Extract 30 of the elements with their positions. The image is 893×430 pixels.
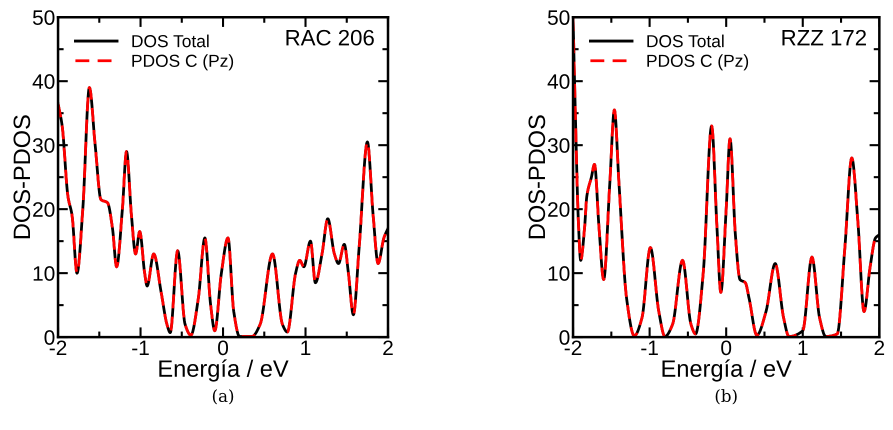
x-tick-label: -1	[132, 340, 149, 355]
y-tick-label: 10	[34, 266, 54, 281]
annotation: RZZ 172	[782, 30, 866, 46]
legend-label: PDOS C (Pz)	[647, 54, 748, 70]
y-tick-label: 30	[548, 138, 570, 153]
text: (b)	[716, 389, 737, 404]
x-axis-title: Energía / eV	[662, 359, 792, 382]
y-tick-label: 30	[32, 138, 54, 153]
x-tick-label: 0	[218, 340, 228, 356]
y-tick-label: 40	[32, 74, 54, 89]
y-tick-label: 20	[33, 202, 54, 217]
x-tick-label: 1	[798, 340, 808, 355]
legend-label: DOS Total	[132, 34, 209, 48]
x-tick-label: 1	[301, 340, 310, 355]
x-tick-label: -1	[641, 340, 658, 355]
legend-label: DOS Total	[647, 34, 724, 48]
y-tick-label: 10	[548, 266, 570, 281]
y-tick-label: 20	[548, 202, 570, 217]
x-tick-label: 2	[874, 340, 884, 355]
y-tick-label: 50	[548, 10, 570, 25]
y-axis-title: DOS-PDOS	[13, 115, 30, 238]
legend-label: PDOS C (Pz)	[132, 54, 234, 70]
y-tick-label: 40	[548, 74, 570, 89]
x-tick-label: 2	[383, 340, 393, 355]
y-tick-label: 50	[32, 10, 54, 25]
x-tick-label: 0	[721, 340, 732, 356]
text: (a)	[212, 389, 234, 404]
x-axis-title: Energía / eV	[159, 359, 289, 382]
y-axis-title: DOS-PDOS	[528, 115, 546, 238]
annotation: RAC 206	[286, 30, 374, 46]
